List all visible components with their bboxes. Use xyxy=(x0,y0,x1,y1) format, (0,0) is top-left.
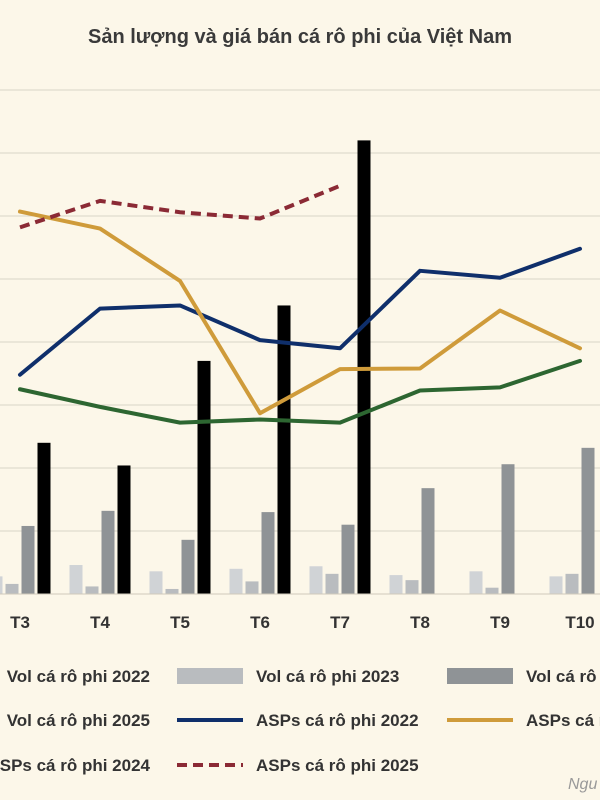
legend-item-vol-ca-ro-phi-2023: Vol cá rô phi 2023 xyxy=(177,667,399,686)
legend-label: Vol cá rô phi 2024 xyxy=(526,667,600,686)
legend-item-asps-ca-ro-phi-2024: ASPs cá rô phi 2024 xyxy=(0,756,151,775)
bar-vol-ca-ro-phi-2024 xyxy=(21,525,35,594)
bar-vol-ca-ro-phi-2022 xyxy=(549,576,563,594)
bar-vol-ca-ro-phi-2023 xyxy=(85,586,99,594)
legend-item-vol-ca-ro-phi-2022: Vol cá rô phi 2022 xyxy=(7,667,150,686)
legend-item-vol-ca-ro-phi-2024: Vol cá rô phi 2024 xyxy=(447,667,600,686)
line-asps-ca-ro-phi-2023 xyxy=(18,209,582,416)
bar-vol-ca-ro-phi-2025 xyxy=(117,465,131,594)
x-tick-label: T7 xyxy=(330,613,350,632)
legend-item-asps-ca-ro-phi-2023: ASPs cá rô phi 2023 xyxy=(447,711,600,730)
legend-label: ASPs cá rô phi 2023 xyxy=(526,711,600,730)
legend-label: Vol cá rô phi 2023 xyxy=(256,667,399,686)
bar-vol-ca-ro-phi-2023 xyxy=(245,581,259,594)
bar-vol-ca-ro-phi-2024 xyxy=(101,510,115,594)
x-tick-label: T5 xyxy=(170,613,190,632)
legend-item-vol-ca-ro-phi-2025: Vol cá rô phi 2025 xyxy=(7,711,150,730)
source-note: Ngu xyxy=(568,776,598,793)
x-tick-label: T6 xyxy=(250,613,270,632)
bar-vol-ca-ro-phi-2023 xyxy=(5,583,19,594)
bar-vol-ca-ro-phi-2023 xyxy=(165,588,179,594)
bar-vol-ca-ro-phi-2025 xyxy=(37,442,51,594)
bar-vol-ca-ro-phi-2023 xyxy=(485,587,499,594)
legend-item-asps-ca-ro-phi-2025: ASPs cá rô phi 2025 xyxy=(177,756,419,775)
x-tick-label: T4 xyxy=(90,613,110,632)
bar-vol-ca-ro-phi-2023 xyxy=(405,580,419,594)
bar-vol-ca-ro-phi-2022 xyxy=(469,571,483,594)
legend-swatch xyxy=(177,668,243,684)
legend-label: Vol cá rô phi 2022 xyxy=(7,667,150,686)
bar-vol-ca-ro-phi-2024 xyxy=(341,524,355,594)
legend-label: ASPs cá rô phi 2022 xyxy=(256,711,419,730)
x-tick-label: T9 xyxy=(490,613,510,632)
bar-vol-ca-ro-phi-2024 xyxy=(261,512,275,594)
legend-label: ASPs cá rô phi 2024 xyxy=(0,756,151,775)
bar-vol-ca-ro-phi-2023 xyxy=(565,573,579,594)
x-tick-label: T8 xyxy=(410,613,430,632)
legend-swatch xyxy=(447,668,513,684)
bar-vol-ca-ro-phi-2022 xyxy=(69,565,83,594)
legend-item-asps-ca-ro-phi-2022: ASPs cá rô phi 2022 xyxy=(177,711,419,730)
bar-vol-ca-ro-phi-2024 xyxy=(581,447,595,594)
bar-vol-ca-ro-phi-2022 xyxy=(389,575,403,594)
chart-title: Sản lượng và giá bán cá rô phi của Việt … xyxy=(87,26,512,48)
line-asps-ca-ro-phi-2024 xyxy=(18,358,582,425)
legend-label: Vol cá rô phi 2025 xyxy=(7,711,150,730)
line-asps-ca-ro-phi-2025 xyxy=(19,183,341,230)
x-tick-label: T3 xyxy=(10,613,30,632)
plot-area xyxy=(0,89,600,595)
bar-vol-ca-ro-phi-2023 xyxy=(325,573,339,594)
bar-vol-ca-ro-phi-2024 xyxy=(181,539,195,594)
legend-label: ASPs cá rô phi 2025 xyxy=(256,756,419,775)
bar-vol-ca-ro-phi-2022 xyxy=(309,566,323,594)
bar-vol-ca-ro-phi-2022 xyxy=(229,568,243,594)
line-asps-ca-ro-phi-2022 xyxy=(18,246,582,377)
bar-vol-ca-ro-phi-2025 xyxy=(197,360,211,594)
bar-vol-ca-ro-phi-2022 xyxy=(0,576,3,594)
bar-vol-ca-ro-phi-2024 xyxy=(501,464,515,594)
bar-vol-ca-ro-phi-2024 xyxy=(421,488,435,594)
bar-vol-ca-ro-phi-2022 xyxy=(149,571,163,594)
bar-vol-ca-ro-phi-2025 xyxy=(277,305,291,594)
x-tick-label: T10 xyxy=(565,613,594,632)
